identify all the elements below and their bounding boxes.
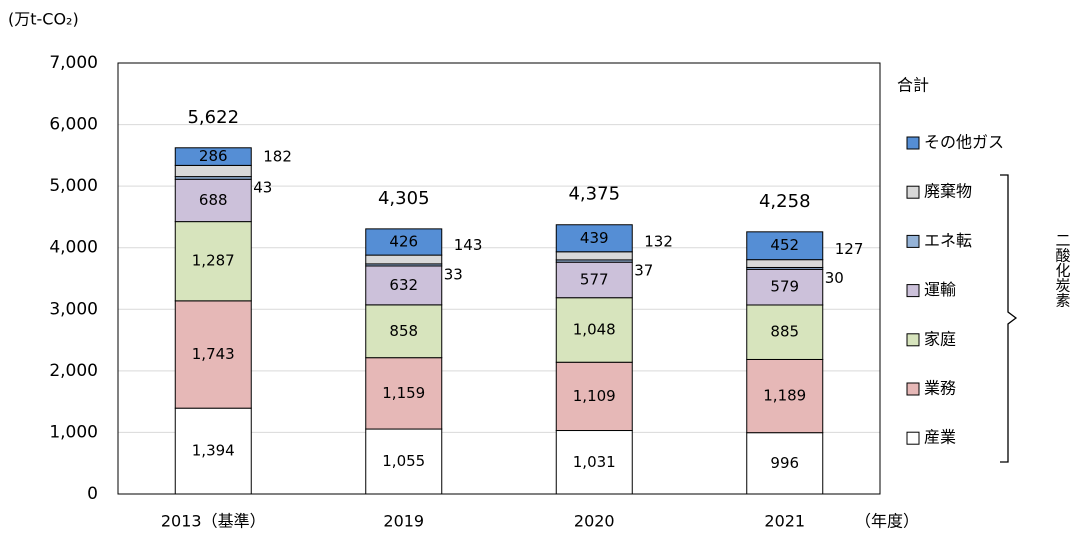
data-label: 1,394 (192, 442, 235, 460)
y-tick-label: 4,000 (49, 238, 98, 258)
data-label: 182 (263, 147, 292, 165)
data-label: 996 (770, 454, 799, 472)
data-label: 1,189 (763, 387, 806, 405)
data-label: 452 (770, 236, 799, 254)
x-tick-label: 2019 (383, 512, 424, 531)
y-tick-label: 7,000 (49, 53, 98, 73)
data-label: 1,287 (192, 252, 235, 270)
data-label: 132 (644, 232, 673, 250)
data-label: 1,048 (573, 320, 616, 338)
bar-segment (365, 254, 443, 265)
legend-label: 運輸 (924, 280, 956, 299)
bar-segment (174, 407, 252, 495)
x-tick-label: 2013（基準） (161, 512, 266, 531)
data-label: 1,031 (573, 453, 616, 471)
y-tick-label: 1,000 (49, 422, 98, 442)
legend-bracket (1000, 174, 1018, 463)
bar-segment (174, 147, 252, 166)
bar-segment (555, 297, 633, 363)
total-label: 4,305 (378, 188, 430, 209)
legend-label: 業務 (924, 379, 956, 398)
data-label: 37 (634, 262, 653, 280)
bar-segment (555, 361, 633, 432)
y-tick-label: 5,000 (49, 176, 98, 196)
bar-segment (746, 304, 824, 360)
bar-segment (365, 265, 443, 306)
data-label: 127 (835, 240, 864, 258)
bar-segment (746, 259, 824, 268)
plot-frame (117, 62, 881, 495)
data-label: 1,743 (192, 345, 235, 363)
bar-segment (746, 358, 824, 434)
data-label: 1,109 (573, 387, 616, 405)
bar-segment (555, 261, 633, 299)
bar-segment (555, 224, 633, 253)
total-label: 4,375 (568, 184, 620, 205)
bar-segment (365, 357, 443, 430)
x-tick-label: 2021 (764, 512, 805, 531)
legend-swatch (906, 431, 920, 445)
legend-swatch (906, 284, 920, 298)
y-tick-label: 6,000 (49, 115, 98, 135)
data-label: 1,055 (382, 452, 425, 470)
legend-swatch (906, 136, 920, 150)
data-label: 632 (389, 276, 418, 294)
legend-swatch (906, 234, 920, 248)
legend-label: エネ転 (924, 231, 972, 250)
total-label: 5,622 (187, 107, 239, 128)
data-label: 1,159 (382, 384, 425, 402)
bar-segment (365, 228, 443, 256)
total-label: 4,258 (759, 191, 811, 212)
bar-segment (365, 428, 443, 495)
data-label: 579 (770, 278, 799, 296)
data-label: 885 (770, 323, 799, 341)
legend-swatch (906, 333, 920, 347)
legend-label: 家庭 (924, 329, 956, 348)
bar-segment (746, 231, 824, 261)
legend-swatch (906, 382, 920, 396)
x-tick-label: 2020 (574, 512, 615, 531)
legend-swatch (906, 185, 920, 199)
legend-label: その他ガス (924, 133, 1004, 152)
y-tick-label: 2,000 (49, 361, 98, 381)
y-axis-label: (万t-CO₂) (8, 10, 79, 29)
y-tick-label: 3,000 (49, 299, 98, 319)
legend-title: 合計 (897, 76, 929, 95)
data-label: 30 (825, 269, 844, 287)
data-label: 286 (199, 147, 228, 165)
data-label: 688 (199, 191, 228, 209)
bar-segment (365, 304, 443, 359)
bar-segment (555, 251, 633, 261)
legend-label: 廃棄物 (924, 182, 972, 201)
data-label: 143 (454, 236, 483, 254)
bar-segment (555, 430, 633, 495)
x-axis-label: （年度） (855, 512, 919, 531)
bar-segment (174, 164, 252, 178)
data-label: 439 (580, 229, 609, 247)
bar-segment (746, 432, 824, 495)
data-label: 426 (389, 232, 418, 250)
bracket-label: 二酸化炭素 (1054, 233, 1072, 308)
legend-label: 産業 (924, 428, 956, 447)
data-label: 33 (444, 265, 463, 283)
y-tick-label: 0 (87, 484, 98, 504)
data-label: 577 (580, 270, 609, 288)
data-label: 858 (389, 322, 418, 340)
data-label: 43 (253, 178, 272, 196)
